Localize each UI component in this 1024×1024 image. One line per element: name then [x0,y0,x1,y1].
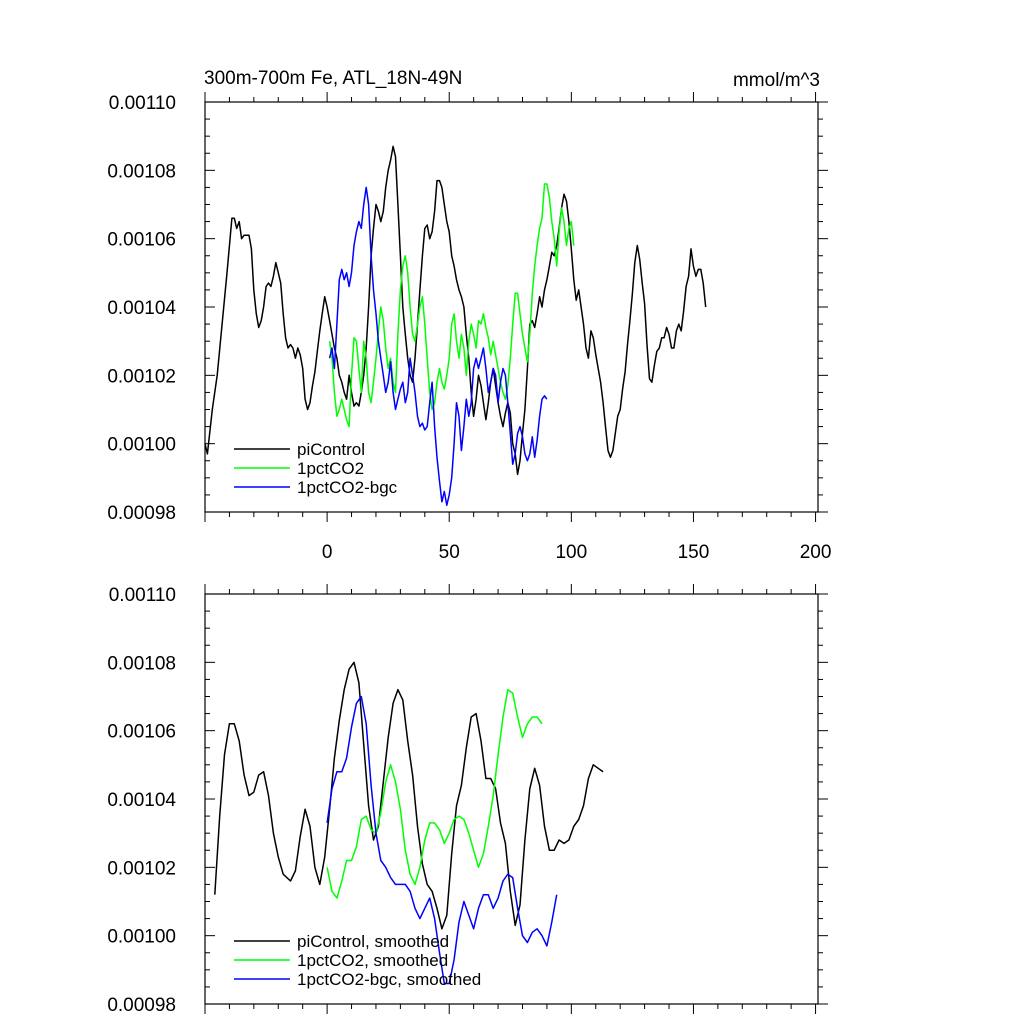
bottom-series-group [214,661,604,985]
top-series-group [204,145,707,506]
top-ytick-label: 0.00108 [107,161,176,182]
top-ytick-label: 0.00110 [109,93,176,114]
bottom-legend: piControl, smoothed 1pctCO2, smoothed 1p… [234,932,481,989]
top-series-2 [328,186,548,506]
top-xtick-label: 200 [800,542,832,563]
bottom-ytick-label: 0.00104 [107,790,176,811]
top-chart-title: 300m-700m Fe, ATL_18N-49N [204,68,462,89]
bottom-ytick-label: 0.00098 [107,995,176,1016]
top-panel: 300m-700m Fe, ATL_18N-49N mmol/m^3 0 50 10… [107,68,831,563]
legend-label-picontrol-smoothed: piControl, smoothed [297,932,449,951]
top-xtick-label: 0 [322,542,333,563]
top-chart-units: mmol/m^3 [733,70,820,91]
top-ytick-label: 0.00106 [107,230,176,251]
bottom-ytick-label: 0.00100 [107,927,176,948]
bottom-panel: 0.00110 0.00108 0.00106 0.00104 0.00102 0.001… [107,584,828,1016]
top-ytick-label: 0.00102 [107,366,176,387]
top-xtick-label: 150 [678,542,710,563]
top-series-1 [328,183,575,428]
top-ytick-label: 0.00104 [107,298,176,319]
bottom-ytick-label: 0.00106 [107,722,176,743]
legend-label-1pctco2: 1pctCO2 [297,459,364,478]
top-ytick-label: 0.00100 [107,435,176,456]
legend-label-1pctco2-bgc: 1pctCO2-bgc [297,478,398,497]
bottom-series-0 [214,661,604,930]
top-ticks: 0 50 100 150 200 0.00110 0.00108 0.00106 0.00104… [107,92,831,563]
bottom-ytick-label: 0.00102 [107,858,176,879]
top-ytick-label: 0.00098 [107,503,176,524]
top-xtick-label: 50 [439,542,460,563]
bottom-series-1 [326,688,543,899]
bottom-ytick-label: 0.00110 [109,585,176,606]
bottom-ytick-label: 0.00108 [107,653,176,674]
legend-label-picontrol: piControl [297,440,365,459]
top-legend: piControl 1pctCO2 1pctCO2-bgc [234,440,398,497]
legend-label-1pctco2-bgc-smoothed: 1pctCO2-bgc, smoothed [297,970,481,989]
top-series-0 [204,145,707,476]
bottom-series-2 [326,695,558,985]
bottom-ticks: 0.00110 0.00108 0.00106 0.00104 0.00102 0.001… [107,584,828,1016]
legend-label-1pctco2-smoothed: 1pctCO2, smoothed [297,951,448,970]
top-xtick-label: 100 [555,542,587,563]
